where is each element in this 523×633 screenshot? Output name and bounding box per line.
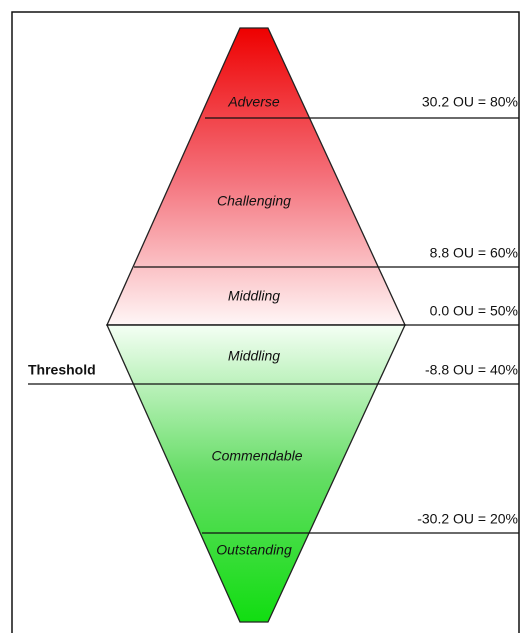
- level-label: -8.8 OU = 40%: [425, 362, 518, 378]
- level-label: -30.2 OU = 20%: [417, 511, 518, 527]
- level-label: 8.8 OU = 60%: [430, 245, 518, 261]
- upper-triangle: [105, 27, 407, 326]
- level-label: 0.0 OU = 50%: [430, 303, 518, 319]
- zone-label: Outstanding: [216, 542, 292, 558]
- zone-label: Middling: [228, 288, 280, 304]
- threshold-label: Threshold: [28, 362, 96, 378]
- zone-label: Adverse: [227, 94, 280, 110]
- zone-label: Commendable: [211, 448, 302, 464]
- lower-triangle: [105, 324, 407, 623]
- level-label: 30.2 OU = 80%: [422, 94, 518, 110]
- zone-label: Challenging: [217, 193, 291, 209]
- frame: [11, 11, 520, 633]
- zone-label: Middling: [228, 348, 280, 364]
